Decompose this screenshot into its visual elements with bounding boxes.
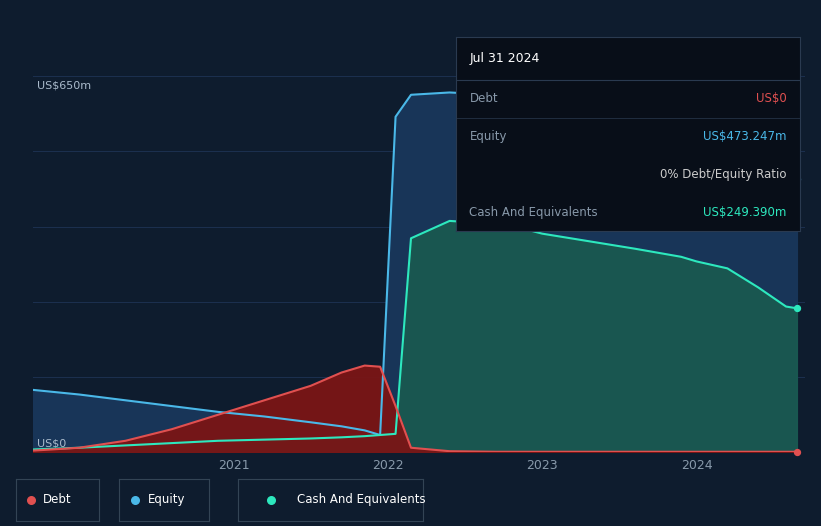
Point xyxy=(25,495,38,504)
Text: US$473.247m: US$473.247m xyxy=(703,130,787,143)
Text: Equity: Equity xyxy=(148,493,186,506)
Text: US$0: US$0 xyxy=(756,92,787,105)
Text: Cash And Equivalents: Cash And Equivalents xyxy=(297,493,426,506)
Point xyxy=(791,175,804,183)
Text: 0% Debt/Equity Ratio: 0% Debt/Equity Ratio xyxy=(660,168,787,181)
Text: Cash And Equivalents: Cash And Equivalents xyxy=(470,206,598,219)
Point xyxy=(264,495,277,504)
Text: US$0: US$0 xyxy=(37,438,66,448)
Text: Jul 31 2024: Jul 31 2024 xyxy=(470,52,540,65)
Text: US$249.390m: US$249.390m xyxy=(704,206,787,219)
Text: Debt: Debt xyxy=(43,493,71,506)
Text: Debt: Debt xyxy=(470,92,498,105)
Point xyxy=(129,495,142,504)
Text: US$650m: US$650m xyxy=(37,80,91,90)
Point xyxy=(791,448,804,456)
Point xyxy=(791,304,804,312)
Text: Equity: Equity xyxy=(470,130,507,143)
